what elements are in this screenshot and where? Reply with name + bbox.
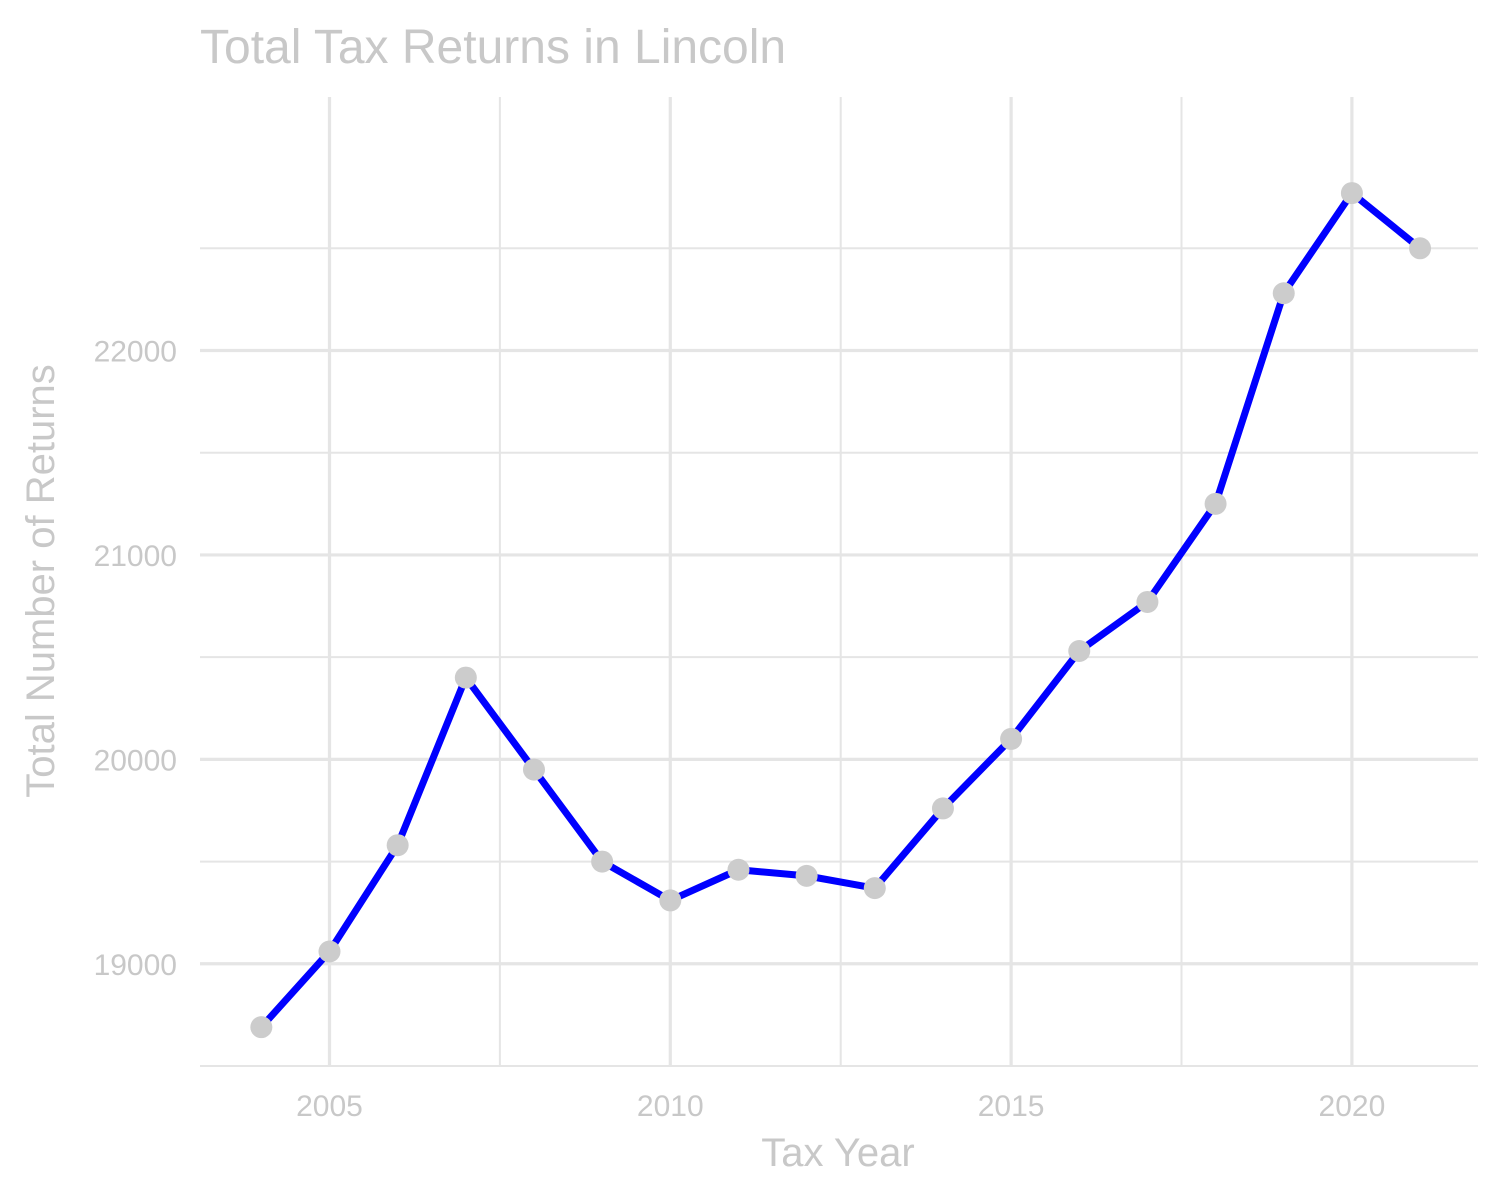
data-point <box>931 797 954 820</box>
chart-title: Total Tax Returns in Lincoln <box>200 21 786 74</box>
data-point <box>1204 492 1227 515</box>
data-point <box>318 940 341 963</box>
data-point <box>795 864 818 887</box>
x-axis-ticks: 2005 2010 2015 2020 <box>296 1090 1385 1123</box>
x-tick-label: 2005 <box>296 1090 363 1123</box>
data-point <box>1068 640 1091 663</box>
x-tick-label: 2020 <box>1319 1090 1386 1123</box>
data-points-layer <box>250 182 1432 1039</box>
x-tick-label: 2010 <box>637 1090 704 1123</box>
data-point <box>659 889 682 912</box>
data-point <box>1409 237 1432 260</box>
series-line-layer <box>258 189 1423 1030</box>
data-point <box>1136 590 1159 613</box>
y-tick-label: 21000 <box>94 540 177 573</box>
x-axis-label: Tax Year <box>761 1131 914 1175</box>
data-point <box>863 877 886 900</box>
y-axis-label: Total Number of Returns <box>19 364 63 798</box>
data-point <box>1000 727 1023 750</box>
data-point <box>454 666 477 689</box>
data-point <box>727 858 750 881</box>
y-axis-ticks: 19000 20000 21000 22000 <box>94 335 177 981</box>
y-tick-label: 22000 <box>94 335 177 368</box>
data-point <box>1340 182 1363 205</box>
series-line <box>258 189 1423 1030</box>
data-point <box>1272 282 1295 305</box>
data-point <box>591 850 614 873</box>
data-point <box>522 758 545 781</box>
data-point <box>386 834 409 857</box>
x-tick-label: 2015 <box>978 1090 1045 1123</box>
y-tick-label: 19000 <box>94 949 177 982</box>
data-point <box>250 1016 273 1039</box>
y-tick-label: 20000 <box>94 744 177 777</box>
gridlines <box>200 97 1478 1067</box>
